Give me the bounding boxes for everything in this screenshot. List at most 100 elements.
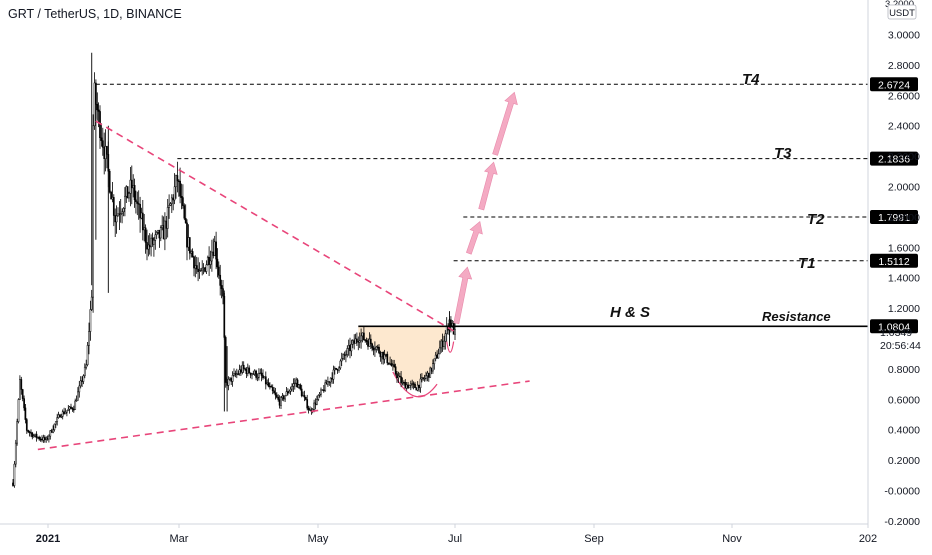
x-tick-label: 2021 bbox=[36, 533, 60, 545]
candle-body bbox=[27, 430, 30, 433]
candle-body bbox=[325, 382, 328, 385]
candle-body bbox=[320, 389, 322, 395]
candle-body bbox=[300, 388, 303, 396]
candle-body bbox=[396, 373, 398, 379]
candle-body bbox=[153, 239, 155, 245]
candle-body bbox=[400, 376, 402, 384]
candle-body bbox=[419, 378, 422, 388]
candle-body bbox=[398, 375, 401, 378]
candle-body bbox=[357, 341, 360, 343]
candle-body bbox=[351, 340, 354, 345]
candle-body bbox=[444, 333, 447, 342]
candle-body bbox=[66, 410, 68, 413]
candle-body bbox=[23, 398, 25, 409]
candle-body bbox=[403, 382, 405, 384]
candle-body bbox=[383, 354, 386, 360]
candle-body bbox=[333, 367, 336, 371]
candle-body bbox=[397, 375, 400, 379]
candle-body bbox=[321, 389, 324, 391]
candle-body bbox=[41, 438, 43, 441]
candle-body bbox=[81, 380, 83, 382]
candle-body bbox=[429, 367, 432, 378]
candle-body bbox=[262, 375, 264, 379]
candle-body bbox=[304, 396, 307, 400]
candle-body bbox=[302, 395, 304, 397]
candle-body bbox=[54, 421, 57, 425]
candle-body bbox=[307, 407, 310, 410]
candle-body bbox=[137, 203, 140, 205]
candle-body bbox=[277, 396, 280, 400]
y-tick-label: 1.4000 bbox=[888, 273, 920, 285]
candle-body bbox=[229, 377, 231, 380]
candle-body bbox=[118, 213, 121, 215]
head-and-shoulders-fill bbox=[358, 326, 446, 388]
y-tick-label: 1.8000 bbox=[888, 212, 920, 224]
candle-body bbox=[130, 179, 133, 189]
candle-body bbox=[115, 215, 118, 223]
candle-body bbox=[190, 251, 193, 254]
candle-body bbox=[423, 377, 426, 380]
candle-body bbox=[67, 408, 70, 412]
candle-body bbox=[110, 191, 112, 200]
candle-body bbox=[222, 288, 224, 297]
candle-body bbox=[251, 373, 253, 376]
candle-body bbox=[274, 392, 277, 396]
candle-body bbox=[299, 384, 302, 390]
candle-body bbox=[303, 395, 306, 398]
candle-body bbox=[353, 340, 356, 344]
candle-body bbox=[246, 367, 249, 374]
candle-body bbox=[318, 393, 321, 396]
candle-body bbox=[151, 237, 154, 245]
candle-body bbox=[282, 395, 285, 400]
candle-body bbox=[329, 377, 332, 383]
candle-body bbox=[317, 395, 320, 400]
candle-body bbox=[161, 225, 164, 228]
candle-body bbox=[169, 203, 172, 206]
candle-body bbox=[129, 179, 132, 194]
candle-body bbox=[356, 338, 358, 342]
candle-body bbox=[59, 414, 61, 418]
candle-body bbox=[369, 338, 372, 345]
candle-body bbox=[96, 104, 99, 111]
y-tick-label: 0.4000 bbox=[888, 425, 920, 437]
candle-body bbox=[172, 197, 175, 201]
candle-body bbox=[13, 463, 16, 486]
price-label-box bbox=[870, 151, 918, 166]
candle-body bbox=[349, 345, 351, 352]
candle-body bbox=[103, 147, 106, 159]
y-tick-label: 1.6000 bbox=[888, 242, 920, 254]
candle-body bbox=[412, 383, 415, 385]
candle-body bbox=[452, 322, 455, 335]
candle-body bbox=[331, 377, 333, 380]
candle-body bbox=[332, 369, 335, 380]
candle-body bbox=[24, 407, 27, 420]
price-label-box bbox=[870, 319, 918, 334]
candle-body bbox=[382, 351, 385, 360]
currency-badge bbox=[887, 4, 917, 20]
candle-body bbox=[122, 208, 125, 213]
candle-body bbox=[454, 329, 456, 335]
candle-body bbox=[378, 346, 380, 353]
candle-body bbox=[288, 390, 291, 394]
candle-body bbox=[354, 338, 357, 344]
candle-body bbox=[281, 395, 284, 398]
candle-body bbox=[71, 407, 74, 410]
candle-body bbox=[93, 82, 96, 127]
candle-body bbox=[273, 390, 275, 394]
candle-body bbox=[255, 370, 257, 378]
candle-body bbox=[415, 387, 418, 391]
candle-body bbox=[409, 383, 412, 386]
candle-body bbox=[339, 360, 342, 369]
candle-body bbox=[31, 432, 34, 438]
candle-body bbox=[117, 213, 119, 217]
t1-label: T1 bbox=[798, 255, 816, 272]
candle-body bbox=[234, 373, 237, 375]
candle-body bbox=[147, 244, 150, 250]
candle-body bbox=[43, 437, 46, 441]
candle-body bbox=[441, 340, 444, 347]
x-tick-label: 202 bbox=[859, 533, 877, 545]
y-tick-label: 0.2000 bbox=[888, 455, 920, 467]
candle-body bbox=[293, 382, 296, 385]
